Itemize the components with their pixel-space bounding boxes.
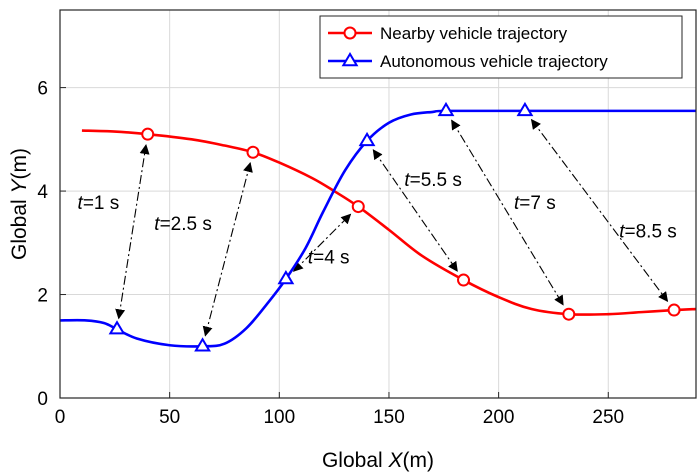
y-tick-label: 0	[37, 389, 48, 410]
time-variable: t	[154, 214, 160, 235]
autonomous-trajectory-marker	[108, 320, 126, 335]
time-variable: t	[619, 222, 625, 243]
axis-ticks: 0 50 100 150 200 250 0 2 4 6	[37, 79, 624, 428]
time-label: t=2.5 s	[154, 214, 212, 235]
x-tick-label: 50	[159, 407, 180, 428]
nearby-trajectory-marker	[141, 127, 155, 141]
legend: Nearby vehicle trajectory Autonomous vehi…	[319, 15, 683, 79]
time-arrow	[292, 213, 352, 272]
time-value: =5.5 s	[410, 170, 462, 191]
x-label-variable: X	[388, 449, 404, 472]
time-value: =2.5 s	[160, 214, 212, 235]
time-label: t=5.5 s	[404, 170, 462, 191]
autonomous-trajectory-marker	[194, 337, 211, 352]
time-label: t=1 s	[78, 193, 120, 214]
time-arrow	[530, 118, 669, 303]
autonomous-trajectory-marker	[516, 101, 534, 117]
time-value: =7 s	[519, 193, 555, 214]
time-label: t=8.5 s	[619, 222, 677, 243]
time-value: =4 s	[313, 247, 349, 268]
time-variable: t	[308, 247, 314, 268]
data-markers	[108, 101, 681, 352]
time-value: =1 s	[83, 193, 119, 214]
time-variable: t	[78, 193, 84, 214]
time-annotations: t=1 st=2.5 st=4 st=5.5 st=7 st=8.5 s	[78, 118, 677, 337]
nearby-trajectory-marker	[351, 200, 365, 214]
time-arrow	[115, 144, 150, 320]
legend-autonomous-marker	[341, 52, 359, 67]
time-label: t=7 s	[514, 193, 556, 214]
plot-frame	[59, 9, 697, 399]
autonomous-trajectory-marker	[277, 270, 295, 285]
y-axis-label: Global Y(m)	[8, 148, 31, 260]
nearby-trajectory-marker	[457, 273, 471, 287]
x-tick-label: 200	[483, 407, 515, 428]
y-tick-label: 4	[37, 182, 48, 203]
nearby-trajectory-line	[81, 129, 696, 316]
x-tick-label: 250	[592, 407, 624, 428]
autonomous-trajectory-marker	[358, 131, 376, 147]
legend-nearby-label: Nearby vehicle trajectory	[380, 24, 568, 43]
autonomous-trajectory-marker	[437, 101, 455, 117]
y-label-variable: Y	[8, 177, 31, 193]
nearby-trajectory-marker	[562, 307, 576, 321]
nearby-trajectory-marker	[246, 145, 260, 159]
time-arrow	[372, 149, 458, 272]
legend-box	[319, 15, 683, 79]
x-tick-label: 150	[373, 407, 405, 428]
x-label-unit: (m)	[403, 449, 434, 472]
x-tick-label: 0	[55, 407, 66, 428]
y-tick-label: 6	[37, 79, 48, 100]
time-arrow	[451, 119, 564, 306]
x-axis-label: Global X(m)	[322, 449, 434, 472]
time-arrow	[202, 161, 253, 337]
y-label-prefix: Global	[8, 193, 31, 260]
time-variable: t	[514, 193, 520, 214]
nearby-trajectory-marker	[667, 303, 681, 317]
time-label: t=4 s	[308, 247, 350, 268]
legend-nearby-marker	[343, 26, 357, 40]
y-label-unit: (m)	[8, 148, 31, 179]
time-value: =8.5 s	[625, 222, 677, 243]
legend-autonomous-label: Autonomous vehicle trajectory	[380, 52, 608, 71]
x-tick-label: 100	[263, 407, 295, 428]
x-label-prefix: Global	[322, 449, 389, 472]
y-tick-label: 2	[37, 286, 48, 307]
time-variable: t	[404, 170, 410, 191]
